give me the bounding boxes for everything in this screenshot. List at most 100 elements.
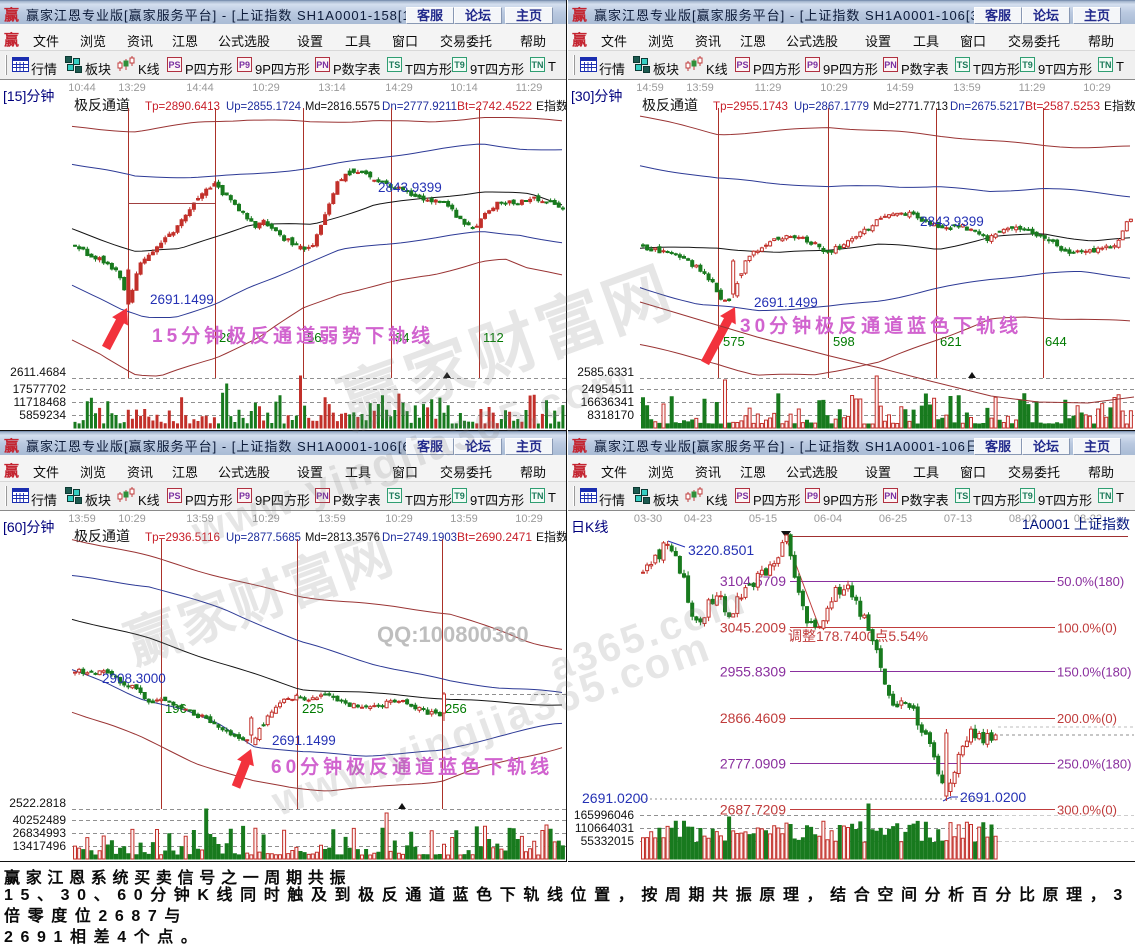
svg-text:PS: PS: [736, 60, 748, 70]
svg-text:[60]分钟: [60]分钟: [3, 519, 54, 535]
svg-text:56: 56: [307, 330, 321, 345]
svg-text:150.0%(180): 150.0%(180): [1057, 665, 1131, 680]
svg-text:3104.5709: 3104.5709: [720, 573, 786, 589]
svg-text:[15]分钟: [15]分钟: [3, 88, 54, 104]
svg-text:TS: TS: [957, 60, 969, 70]
svg-text:55332015: 55332015: [581, 834, 635, 848]
svg-text:PN: PN: [884, 491, 897, 501]
svg-text:2843.9399: 2843.9399: [920, 214, 984, 229]
svg-text:PS: PS: [168, 491, 180, 501]
svg-text:225: 225: [302, 701, 324, 716]
svg-text:13:14: 13:14: [318, 82, 346, 94]
svg-text:10:29: 10:29: [385, 513, 413, 525]
svg-text:10:29: 10:29: [1083, 82, 1111, 94]
svg-text:TN: TN: [532, 491, 544, 501]
svg-text:10:44: 10:44: [68, 82, 96, 94]
svg-text:TN: TN: [1100, 491, 1112, 501]
svg-text:3045.2009: 3045.2009: [720, 620, 786, 636]
svg-text:PS: PS: [168, 60, 180, 70]
svg-text:14:29: 14:29: [385, 82, 413, 94]
svg-text:06-25: 06-25: [879, 513, 907, 525]
svg-text:2866.4609: 2866.4609: [720, 710, 786, 726]
svg-text:13:59: 13:59: [686, 82, 714, 94]
svg-text:P9: P9: [807, 491, 818, 501]
svg-text:165996046: 165996046: [574, 808, 634, 822]
svg-text:04-23: 04-23: [684, 513, 712, 525]
svg-text:15分钟极反通道弱势下轨线: 15分钟极反通道弱势下轨线: [152, 324, 434, 347]
svg-text:Bt=2690.2471: Bt=2690.2471: [457, 530, 532, 544]
svg-text:3220.8501: 3220.8501: [688, 542, 754, 558]
svg-text:PN: PN: [884, 60, 897, 70]
svg-text:10:29: 10:29: [820, 82, 848, 94]
svg-text:10:14: 10:14: [450, 82, 478, 94]
svg-text:08-02: 08-02: [1009, 513, 1037, 525]
svg-text:112: 112: [483, 330, 504, 345]
svg-text:Bt=2742.4522: Bt=2742.4522: [457, 99, 532, 113]
svg-text:256: 256: [445, 701, 467, 716]
svg-text:8318170: 8318170: [587, 408, 634, 422]
svg-text:575: 575: [723, 334, 745, 349]
svg-text:644: 644: [1045, 334, 1067, 349]
svg-text:2691.1499: 2691.1499: [754, 295, 818, 310]
svg-text:P9: P9: [239, 491, 250, 501]
svg-text:13:59: 13:59: [318, 513, 346, 525]
svg-text:TN: TN: [1100, 60, 1112, 70]
svg-text:TS: TS: [389, 60, 401, 70]
svg-text:TN: TN: [532, 60, 544, 70]
svg-text:11:29: 11:29: [1019, 82, 1046, 94]
svg-text:Dn=2749.1903: Dn=2749.1903: [382, 530, 457, 544]
svg-text:11:29: 11:29: [755, 82, 782, 94]
svg-text:2908.3000: 2908.3000: [102, 671, 166, 686]
svg-text:300.0%(0): 300.0%(0): [1057, 803, 1117, 818]
svg-text:13:59: 13:59: [186, 513, 214, 525]
svg-text:14:59: 14:59: [636, 82, 664, 94]
svg-text:07-13: 07-13: [944, 513, 972, 525]
svg-text:50.0%(180): 50.0%(180): [1057, 574, 1124, 589]
svg-text:5859234: 5859234: [19, 408, 66, 422]
svg-text:Md=2771.7713: Md=2771.7713: [873, 99, 948, 113]
svg-text:E指数: E指数: [1104, 98, 1135, 113]
svg-text:2691.0200: 2691.0200: [960, 789, 1026, 805]
svg-text:Tp=2890.6413: Tp=2890.6413: [145, 99, 220, 113]
svg-text:Up=2877.5685: Up=2877.5685: [226, 530, 301, 544]
svg-text:T9: T9: [1022, 491, 1033, 501]
svg-text:13417496: 13417496: [13, 839, 67, 853]
svg-text:极反通道: 极反通道: [642, 97, 698, 113]
svg-text:2955.8309: 2955.8309: [720, 664, 786, 680]
svg-text:QQ:100800360: QQ:100800360: [377, 622, 529, 647]
svg-text:2777.0909: 2777.0909: [720, 756, 786, 772]
svg-text:40252489: 40252489: [13, 813, 67, 827]
svg-text:10:29: 10:29: [252, 513, 280, 525]
svg-text:2611.4684: 2611.4684: [10, 365, 66, 379]
svg-text:06-04: 06-04: [814, 513, 842, 525]
svg-text:24954511: 24954511: [582, 382, 635, 396]
svg-text:16636341: 16636341: [581, 395, 635, 409]
svg-text:14:59: 14:59: [886, 82, 914, 94]
svg-text:621: 621: [940, 334, 962, 349]
svg-text:PN: PN: [316, 491, 329, 501]
svg-text:T9: T9: [454, 60, 465, 70]
svg-text:PS: PS: [736, 491, 748, 501]
svg-text:100.0%(0): 100.0%(0): [1057, 621, 1117, 636]
svg-text:P9: P9: [807, 60, 818, 70]
svg-text:Dn=2777.9211: Dn=2777.9211: [382, 99, 457, 113]
svg-text:08-22: 08-22: [1074, 513, 1102, 525]
svg-text:Tp=2936.5116: Tp=2936.5116: [145, 530, 220, 544]
svg-text:2691.0200: 2691.0200: [582, 790, 648, 806]
svg-text:11718468: 11718468: [14, 395, 67, 409]
svg-text:极反通道: 极反通道: [74, 528, 130, 544]
svg-text:2691.1499: 2691.1499: [272, 733, 336, 748]
svg-text:13:29: 13:29: [118, 82, 146, 94]
svg-text:2522.2818: 2522.2818: [9, 796, 66, 810]
svg-text:17577702: 17577702: [13, 382, 67, 396]
svg-text:[30]分钟: [30]分钟: [571, 88, 622, 104]
svg-text:Dn=2675.5217: Dn=2675.5217: [950, 99, 1025, 113]
svg-text:60分钟极反通道蓝色下轨线: 60分钟极反通道蓝色下轨线: [271, 755, 553, 778]
svg-text:E指数: E指数: [536, 529, 567, 544]
svg-text:TS: TS: [389, 491, 401, 501]
svg-text:1A0001 上证指数: 1A0001 上证指数: [1022, 516, 1130, 532]
svg-text:极反通道: 极反通道: [74, 97, 130, 113]
svg-text:05-15: 05-15: [749, 513, 777, 525]
svg-text:28: 28: [219, 330, 233, 345]
svg-text:T9: T9: [1022, 60, 1033, 70]
